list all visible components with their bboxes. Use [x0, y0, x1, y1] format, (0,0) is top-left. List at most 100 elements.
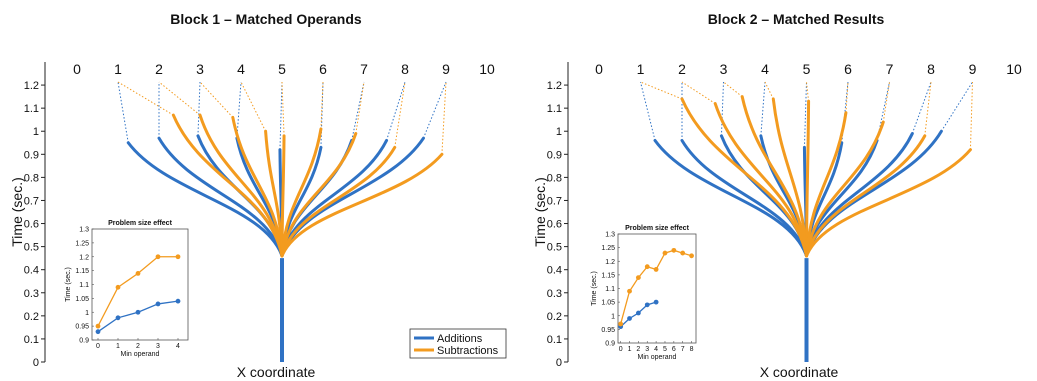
inset-y-tick-label: 1.2 — [79, 254, 89, 261]
y-axis-label: Time (sec.) — [9, 177, 25, 246]
y-tick-label: 0.9 — [24, 149, 39, 161]
target-number: 4 — [237, 61, 245, 77]
inset-background — [588, 221, 704, 364]
target-connector — [320, 81, 324, 129]
trajectory-line — [280, 145, 397, 258]
inset-x-tick-label: 0 — [619, 346, 623, 353]
y-tick-label: 0.5 — [24, 242, 39, 254]
x-axis-label: X coordinate — [237, 364, 316, 380]
inset-data-point — [653, 299, 659, 305]
inset-x-tick-label: 2 — [136, 343, 140, 350]
inset-data-point — [671, 247, 677, 253]
y-tick-label: 0.4 — [547, 265, 562, 277]
target-connector — [355, 81, 365, 134]
inset-title: Problem size effect — [108, 220, 172, 227]
trajectory-line — [157, 136, 284, 258]
inset-y-tick-label: 0.9 — [79, 338, 89, 345]
legend-box — [409, 328, 507, 359]
y-tick-label: 1.1 — [547, 103, 562, 115]
target-number: 7 — [360, 61, 368, 77]
y-tick-label: 0.2 — [24, 311, 39, 323]
target-connector — [199, 81, 234, 118]
inset-x-tick-label: 7 — [681, 346, 685, 353]
target-connector — [723, 81, 743, 98]
inset-data-point — [95, 323, 101, 329]
target-number: 1 — [114, 61, 122, 77]
inset-x-label: Min operand — [638, 354, 677, 361]
inset-y-tick-label: 1.25 — [75, 240, 89, 247]
inset-data-point — [155, 254, 161, 260]
inset-data-point — [644, 264, 650, 270]
inset-y-tick-label: 1 — [85, 310, 89, 317]
inset-data-point — [115, 315, 121, 321]
trajectory-line — [805, 134, 927, 258]
inset-data-point — [635, 310, 641, 316]
inset-y-tick-label: 1.25 — [601, 245, 615, 252]
y-tick-label: 0.8 — [24, 172, 39, 184]
inset-x-tick-label: 1 — [116, 343, 120, 350]
target-connector — [911, 81, 932, 134]
inset-data-point — [644, 302, 650, 308]
inset-title: Problem size effect — [625, 225, 689, 232]
y-tick-label: 0.7 — [547, 195, 562, 207]
trajectory-line — [126, 141, 284, 258]
target-number: 2 — [678, 61, 686, 77]
y-tick-label: 0.1 — [24, 334, 39, 346]
target-connector — [117, 81, 129, 143]
inset-x-tick-label: 0 — [96, 343, 100, 350]
inset-data-point — [135, 271, 141, 276]
target-connector — [422, 81, 447, 139]
target-number: 4 — [761, 61, 769, 77]
target-number: 3 — [720, 61, 728, 77]
inset-background — [62, 216, 196, 361]
inset-y-tick-label: 1.2 — [605, 259, 615, 266]
inset-y-tick-label: 1 — [611, 313, 615, 320]
inset-x-label: Min operand — [121, 351, 160, 358]
inset-y-tick-label: 0.95 — [601, 327, 615, 334]
target-connector — [158, 81, 201, 116]
inset-x-tick-label: 3 — [156, 343, 160, 350]
inset-x-tick-label: 6 — [672, 346, 676, 353]
series-subtractions — [117, 81, 447, 258]
inset-y-tick-label: 1.1 — [79, 282, 89, 289]
trajectory-line — [198, 113, 284, 258]
y-tick-label: 0.1 — [547, 334, 562, 346]
y-tick-label: 0 — [556, 357, 562, 369]
y-tick-label: 1.2 — [24, 80, 39, 92]
y-tick-label: 0.5 — [547, 242, 562, 254]
chart-panel-1: Block 1 – Matched Operands 0 0.1 0.2 0.3 0.4 0… — [9, 11, 507, 380]
inset-y-tick-label: 1.15 — [75, 268, 89, 275]
inset-x-tick-label: 1 — [628, 346, 632, 353]
inset-problem-size: Problem size effect 0.9 0.95 1 1.05 1.1 1.15 1.… — [588, 221, 704, 364]
target-connector — [806, 81, 810, 102]
trajectory-line — [805, 111, 848, 258]
y-tick-label: 1 — [33, 126, 39, 138]
inset-data-point — [618, 321, 624, 327]
target-number: 10 — [1006, 61, 1022, 77]
inset-x-tick-label: 2 — [636, 346, 640, 353]
target-number: 0 — [73, 61, 81, 77]
inset-data-point — [175, 254, 181, 260]
target-connector — [281, 81, 285, 136]
chart-panel-2: Block 2 – Matched Results 0 0.1 0.2 0.3 0.4 0.… — [532, 11, 1022, 380]
target-connector — [764, 81, 774, 100]
series-subtractions — [640, 81, 973, 258]
y-tick-label: 1.2 — [547, 80, 562, 92]
target-number: 6 — [844, 61, 852, 77]
y-tick-label: 0.4 — [24, 265, 39, 277]
trajectory-line — [771, 97, 808, 258]
inset-y-tick-label: 1.05 — [601, 300, 615, 307]
target-number: 5 — [803, 61, 811, 77]
inset-data-point — [155, 301, 161, 307]
inset-x-tick-label: 4 — [654, 346, 658, 353]
inset-data-point — [135, 309, 141, 315]
chart-title: Block 2 – Matched Results — [708, 11, 885, 27]
inset-x-tick-label: 8 — [690, 346, 694, 353]
inset-x-tick-label: 5 — [663, 346, 667, 353]
inset-data-point — [653, 267, 659, 272]
target-number: 7 — [886, 61, 894, 77]
y-tick-label: 0.3 — [24, 288, 39, 300]
trajectory-line — [171, 113, 284, 258]
target-number: 1 — [637, 61, 645, 77]
inset-problem-size: Problem size effect 0.9 0.95 1 1.05 1.1 1.15 1.… — [62, 216, 196, 361]
